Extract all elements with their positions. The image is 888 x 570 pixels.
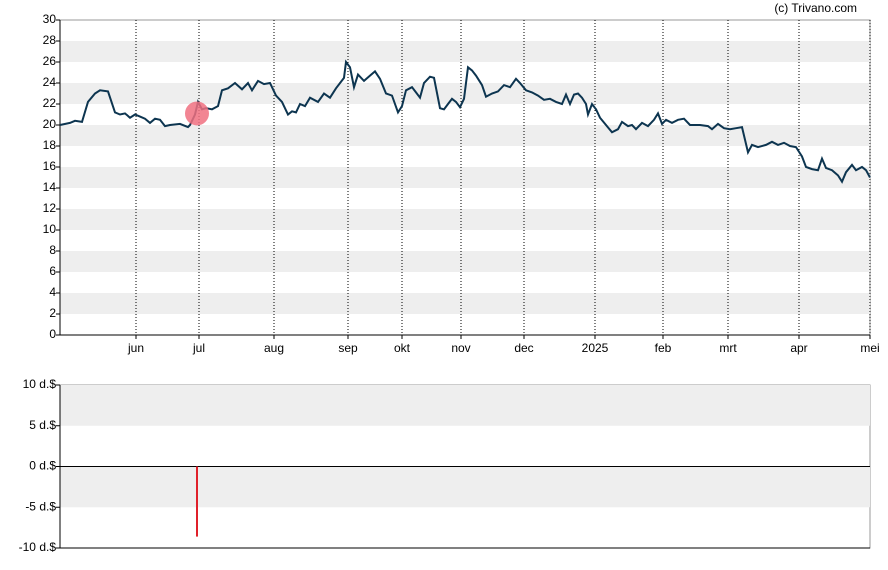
y-tick-label: 18 — [43, 138, 57, 152]
y-tick-label: 24 — [43, 75, 57, 89]
credit: (c) Trivano.com — [774, 1, 857, 15]
band — [60, 466, 870, 508]
x-tick-label: jul — [192, 341, 205, 355]
x-tick-label: mrt — [719, 341, 737, 355]
y-tick-label: 4 — [49, 285, 56, 299]
y-tick-label: 0 — [49, 327, 56, 341]
band — [60, 385, 870, 426]
band — [60, 167, 870, 188]
y-tick-label: 10 — [43, 222, 57, 236]
y-tick-label: 26 — [43, 54, 57, 68]
y-tick-label: 10 d.$ — [23, 377, 57, 391]
band — [60, 209, 870, 230]
y-tick-label: 16 — [43, 159, 57, 173]
band — [60, 41, 870, 62]
y-tick-label: 20 — [43, 117, 57, 131]
x-tick-label: 2025 — [582, 341, 609, 355]
y-tick-label: 14 — [43, 180, 57, 194]
x-tick-label: sep — [338, 341, 358, 355]
x-tick-label: dec — [514, 341, 533, 355]
y-tick-label: 8 — [49, 243, 56, 257]
y-tick-label: 0 d.$ — [29, 459, 56, 473]
x-tick-label: feb — [655, 341, 672, 355]
y-tick-label: 22 — [43, 96, 57, 110]
y-tick-label: 5 d.$ — [29, 418, 56, 432]
x-tick-label: apr — [790, 341, 807, 355]
x-tick-label: aug — [264, 341, 284, 355]
y-tick-label: 2 — [49, 306, 56, 320]
y-tick-label: 6 — [49, 264, 56, 278]
y-tick-label: -10 d.$ — [19, 540, 57, 554]
x-tick-label: nov — [451, 341, 470, 355]
x-tick-label: okt — [394, 341, 411, 355]
event-marker — [185, 101, 209, 126]
y-tick-label: 30 — [43, 12, 57, 26]
y-tick-label: 28 — [43, 33, 57, 47]
x-tick-label: jun — [127, 341, 144, 355]
y-tick-label: 12 — [43, 201, 57, 215]
band — [60, 251, 870, 272]
band — [60, 125, 870, 146]
x-tick-label: mei — [860, 341, 879, 355]
dividend-bar — [196, 466, 198, 537]
band — [60, 293, 870, 314]
y-tick-label: -5 d.$ — [25, 499, 56, 513]
